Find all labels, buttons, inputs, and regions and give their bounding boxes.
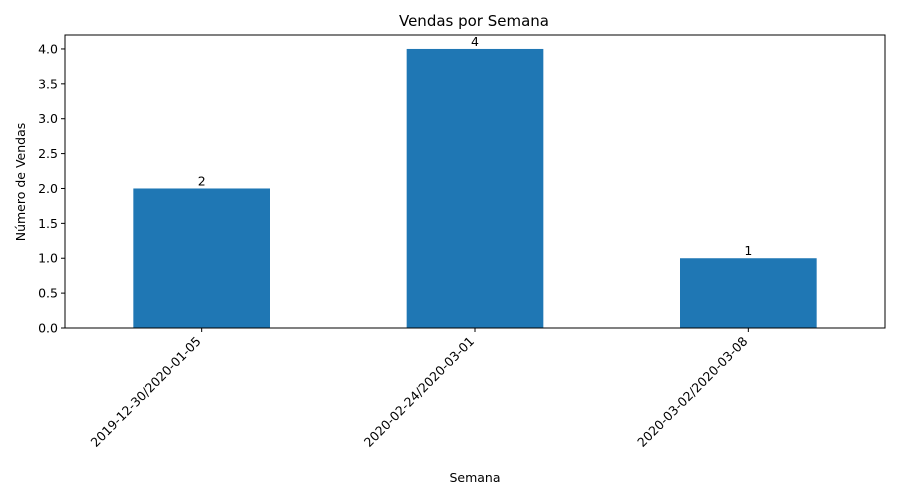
y-tick-label: 0.0	[38, 321, 58, 336]
x-tick-label: 2020-02-24/2020-03-01	[361, 334, 477, 450]
y-tick-label: 0.5	[38, 286, 58, 301]
bar-value-label: 4	[471, 34, 479, 49]
y-tick-label: 1.5	[38, 216, 58, 231]
bars-group: 2 4 1	[133, 34, 817, 328]
y-tick-label: 2.5	[38, 146, 58, 161]
x-tick-label: 2019-12-30/2020-01-05	[87, 334, 203, 450]
y-tick-label: 2.0	[38, 181, 58, 196]
y-tick-label: 3.5	[38, 76, 58, 91]
y-axis-label: Número de Vendas	[13, 123, 28, 242]
x-tick-label: 2020-03-02/2020-03-08	[634, 333, 750, 449]
bar-value-label: 1	[744, 243, 752, 258]
bar-value-label: 2	[198, 173, 206, 188]
y-tick-label: 4.0	[38, 41, 58, 56]
bar	[680, 258, 817, 328]
y-tick-label: 1.0	[38, 251, 58, 266]
y-axis-ticks: 0.0 0.5 1.0 1.5 2.0 2.5 3.0 3.5 4.0	[38, 41, 65, 336]
x-axis-ticks: 2019-12-30/2020-01-05 2020-02-24/2020-03-…	[87, 328, 750, 450]
plot-frame	[64, 34, 886, 329]
bar	[406, 48, 544, 328]
bar	[133, 188, 270, 328]
chart-title: Vendas por Semana	[399, 12, 549, 30]
y-tick-label: 3.0	[38, 111, 58, 126]
x-axis-label: Semana	[449, 470, 500, 485]
